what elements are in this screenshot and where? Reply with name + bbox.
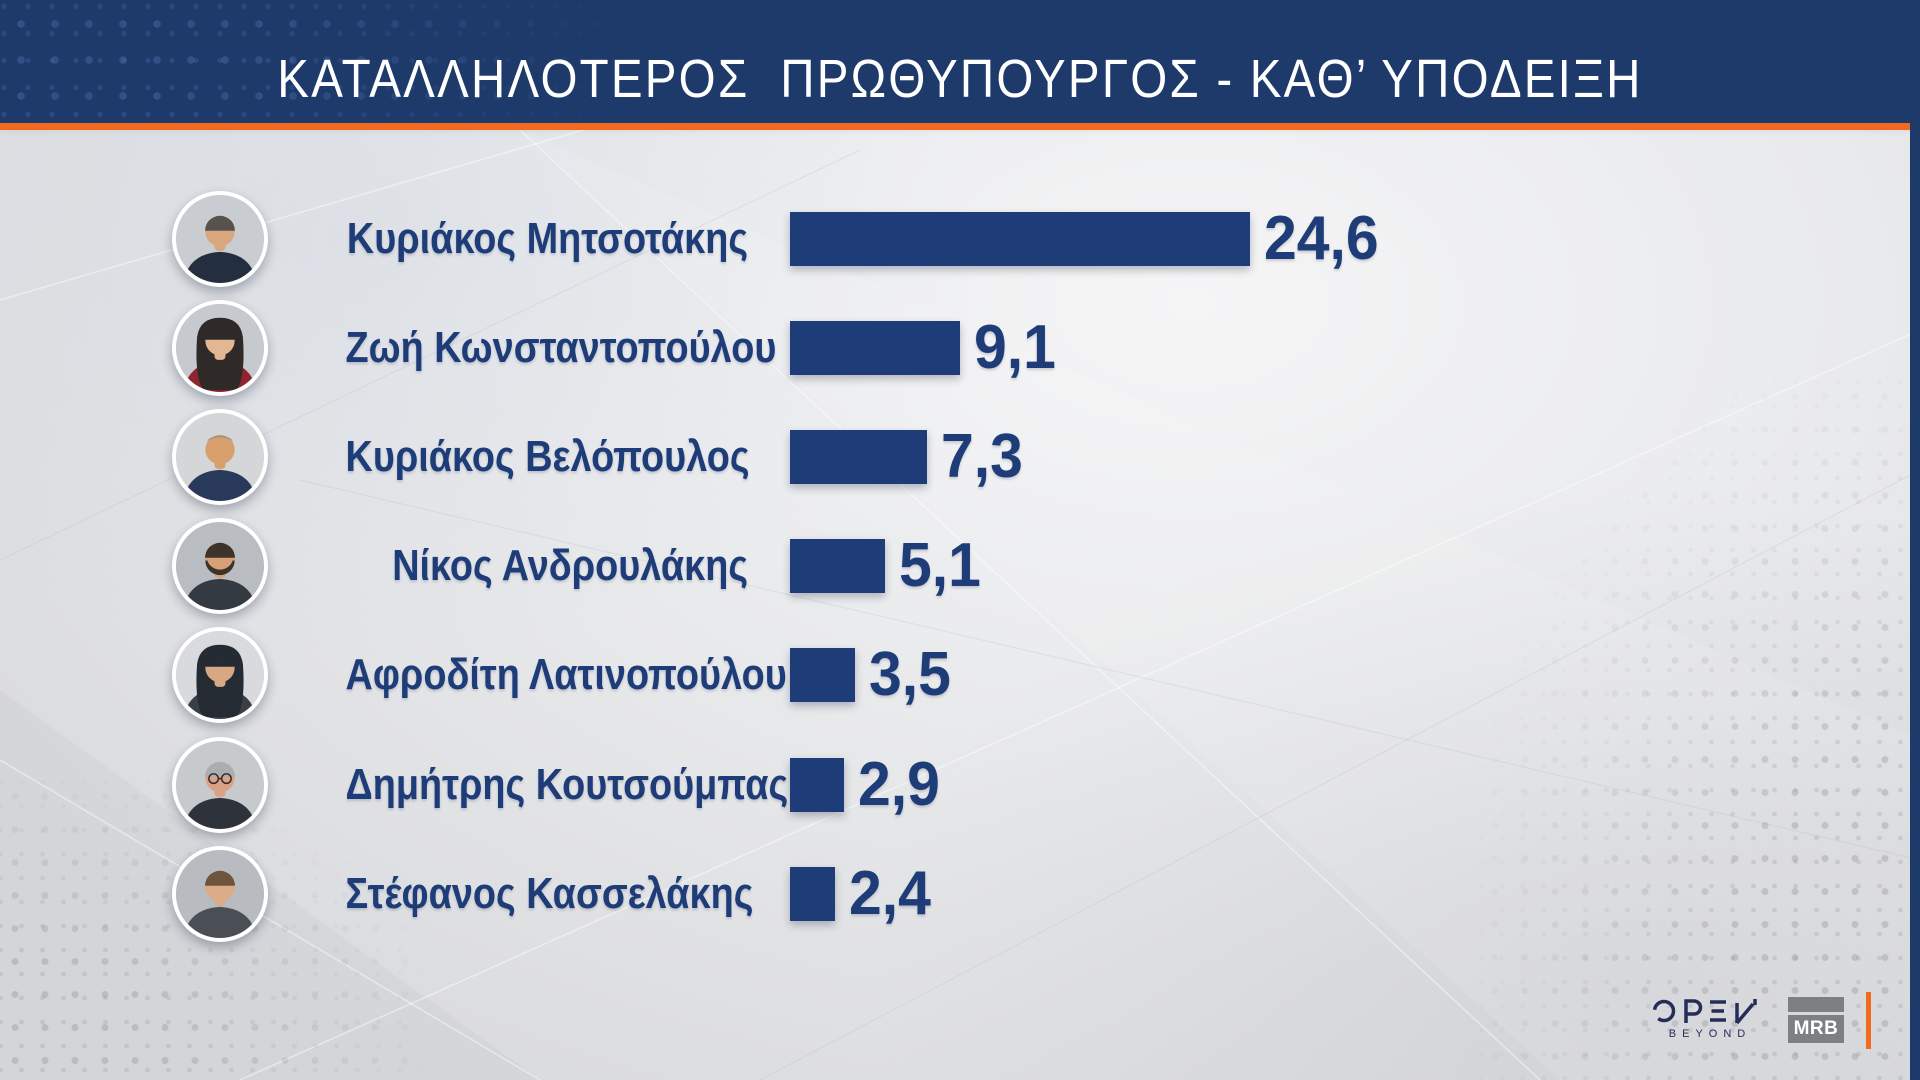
value-label: 2,9 <box>858 749 941 819</box>
orange-accent-bar <box>1866 992 1871 1049</box>
candidate-name: Κυριάκος Βελόπουλος <box>345 431 750 481</box>
value-label: 9,1 <box>974 312 1057 382</box>
chart-row: Νίκος Ανδρουλάκης 5,1 <box>0 512 1920 621</box>
value-label: 2,4 <box>848 858 931 928</box>
chart-row: Δημήτρης Κουτσούμπας 2,9 <box>0 730 1920 839</box>
open-tv-logo: BEYOND <box>1648 997 1766 1040</box>
value-bar <box>790 211 1251 266</box>
value-bar <box>790 648 856 703</box>
page-title: ΚΑΤΑΛΛΗΛΟΤΕΡΟΣ ΠΡΩΘΥΠΟΥΡΓΟΣ - ΚΑΘ’ ΥΠΟΔΕ… <box>277 49 1643 109</box>
candidate-name: Αφροδίτη Λατινοπούλου <box>345 650 787 700</box>
chart-row: Ζωή Κωνσταντοπούλου 9,1 <box>0 293 1920 402</box>
candidate-photo <box>172 190 268 287</box>
bar-chart: Κυριάκος Μητσοτάκης 24,6 Ζωή Κωνσταντοπο… <box>0 184 1920 948</box>
bar-group: 9,1 <box>790 312 1060 382</box>
candidate-name: Στέφανος Κασσελάκης <box>345 868 754 918</box>
candidate-name: Νίκος Ανδρουλάκης <box>392 541 748 591</box>
candidate-photo <box>172 518 268 615</box>
value-bar <box>790 539 886 594</box>
candidate-photo <box>172 845 268 942</box>
right-edge-strip <box>1910 0 1920 1080</box>
chart-row: Αφροδίτη Λατινοπούλου 3,5 <box>0 621 1920 730</box>
candidate-photo <box>172 736 268 833</box>
mrb-logo-box: MRB <box>1788 1015 1844 1043</box>
candidate-photo <box>172 408 268 505</box>
chart-row: Κυριάκος Μητσοτάκης 24,6 <box>0 184 1920 293</box>
value-bar <box>790 757 845 812</box>
open-logo-beyond: BEYOND <box>1668 1028 1752 1040</box>
open-logo-word <box>1648 997 1766 1025</box>
bar-group: 7,3 <box>790 421 1027 491</box>
value-bar <box>790 429 927 484</box>
candidate-name: Ζωή Κωνσταντοπούλου <box>345 322 777 372</box>
bar-group: 3,5 <box>790 644 956 706</box>
mrb-logo: MRB <box>1788 997 1844 1043</box>
value-label: 5,1 <box>899 531 982 601</box>
value-bar <box>790 320 961 375</box>
mrb-logo-text: MRB <box>1793 1018 1839 1039</box>
bar-group: 2,4 <box>790 858 935 928</box>
candidate-name: Δημήτρης Κουτσούμπας <box>345 759 789 809</box>
header-bar: ΚΑΤΑΛΛΗΛΟΤΕΡΟΣ ΠΡΩΘΥΠΟΥΡΓΟΣ - ΚΑΘ’ ΥΠΟΔΕ… <box>0 0 1920 123</box>
candidate-name: Κυριάκος Μητσοτάκης <box>346 213 748 263</box>
value-label: 24,6 <box>1264 203 1379 273</box>
bar-group: 2,9 <box>790 749 944 819</box>
value-label: 7,3 <box>940 421 1023 491</box>
chart-row: Στέφανος Κασσελάκης 2,4 <box>0 839 1920 948</box>
bar-group: 5,1 <box>790 535 986 597</box>
bar-group: 24,6 <box>790 203 1385 273</box>
header-orange-divider <box>0 123 1920 130</box>
chart-row: Κυριάκος Βελόπουλος 7,3 <box>0 402 1920 511</box>
candidate-photo <box>172 299 268 396</box>
value-bar <box>790 866 835 921</box>
value-label: 3,5 <box>869 640 952 710</box>
mrb-logo-top-bar <box>1788 997 1844 1012</box>
candidate-photo <box>172 627 268 724</box>
